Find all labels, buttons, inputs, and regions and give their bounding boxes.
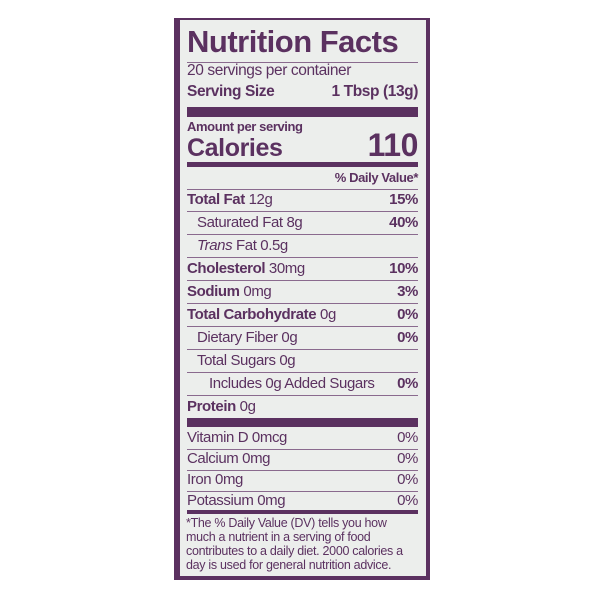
servings-per-container: 20 servings per container <box>187 60 418 82</box>
vitamin-row: Vitamin D 0mcg 0% <box>187 427 418 450</box>
vitamin-name: Vitamin D 0mcg <box>187 429 287 446</box>
nutrient-name: Total Sugars 0g <box>197 352 296 369</box>
footnote: *The % Daily Value (DV) tells you how mu… <box>186 516 403 572</box>
serving-size-label: Serving Size <box>187 83 275 100</box>
nutrient-row-dietary-fiber: Dietary Fiber 0g 0% <box>187 327 418 350</box>
nutrient-name: Sodium <box>187 283 240 300</box>
medium-divider <box>187 510 418 514</box>
vitamin-row: Potassium 0mg 0% <box>187 490 418 512</box>
nutrient-dv: 0% <box>397 306 418 323</box>
nutrient-name: Total Fat <box>187 191 245 208</box>
vitamin-dv: 0% <box>397 471 418 488</box>
servings-text: 20 servings per container <box>187 62 352 79</box>
nutrient-amount: 0g <box>320 306 336 323</box>
nutrient-amount: 12g <box>248 191 273 208</box>
serving-size-row: Serving Size 1 Tbsp (13g) <box>187 81 418 103</box>
vitamin-name: Calcium 0mg <box>187 450 271 467</box>
vitamin-row: Calcium 0mg 0% <box>187 448 418 471</box>
nutrient-name: Protein <box>187 398 236 415</box>
vitamin-row: Iron 0mg 0% <box>187 469 418 492</box>
calories-row: Calories 110 <box>187 127 419 163</box>
nutrient-amount: 0mg <box>243 283 272 300</box>
medium-divider <box>187 162 418 167</box>
nutrient-row-saturated-fat: Saturated Fat 8g 40% <box>187 212 418 235</box>
vitamin-dv: 0% <box>397 492 418 509</box>
nutrient-row-added-sugars: Includes 0g Added Sugars 0% <box>187 373 418 396</box>
vitamin-dv: 0% <box>397 450 418 467</box>
nutrient-row-cholesterol: Cholesterol 30mg 10% <box>187 258 418 281</box>
nutrient-dv: 3% <box>397 283 418 300</box>
vitamin-dv: 0% <box>397 429 418 446</box>
nutrient-dv: 0% <box>397 329 418 346</box>
nutrition-label: Nutrition Facts 20 servings per containe… <box>180 20 426 576</box>
nutrient-row-protein: Protein 0g <box>187 396 418 418</box>
amount-per-serving-text: Amount per serving <box>187 119 303 134</box>
dv-header-text: % Daily Value* <box>334 170 419 185</box>
amount-per-serving: Amount per serving <box>187 116 418 138</box>
dv-header: % Daily Value* <box>187 167 418 190</box>
vitamin-name: Iron 0mg <box>187 471 243 488</box>
nutrient-name: Saturated Fat 8g <box>197 214 303 231</box>
thick-divider <box>187 107 418 117</box>
nutrient-dv: 15% <box>389 191 418 208</box>
nutrient-row-trans-fat: Trans Fat 0.5g <box>187 235 418 258</box>
nutrient-name: Cholesterol <box>187 260 266 277</box>
calories-value: 110 <box>367 127 419 163</box>
nutrient-name: Total Carbohydrate <box>187 306 317 323</box>
thick-divider <box>187 418 418 427</box>
nutrient-row-total-fat: Total Fat 12g 15% <box>187 189 418 212</box>
vitamin-name: Potassium 0mg <box>187 492 286 509</box>
nutrient-row-sodium: Sodium 0mg 3% <box>187 281 418 304</box>
nutrient-row-total-carbohydrate: Total Carbohydrate 0g 0% <box>187 304 418 327</box>
calories-label: Calories <box>187 134 283 162</box>
nutrient-amount: Fat 0.5g <box>236 237 288 254</box>
nutrient-dv: 40% <box>389 214 418 231</box>
serving-size-value: 1 Tbsp (13g) <box>331 83 419 100</box>
nutrient-amount: 0g <box>239 398 256 415</box>
nutrient-dv: 0% <box>397 375 418 392</box>
nutrient-name: Trans <box>197 237 233 254</box>
nutrient-amount: 30mg <box>268 260 305 277</box>
nutrient-name: Dietary Fiber 0g <box>197 329 298 346</box>
label-title: Nutrition Facts <box>187 24 418 63</box>
nutrient-row-total-sugars: Total Sugars 0g <box>187 350 418 373</box>
nutrient-dv: 10% <box>389 260 418 277</box>
nutrient-name: Includes 0g Added Sugars <box>209 375 375 392</box>
